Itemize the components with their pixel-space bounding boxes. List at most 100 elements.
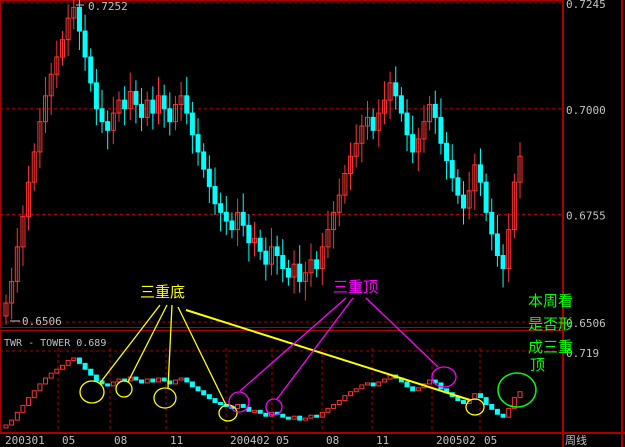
tower-block-up	[353, 388, 359, 393]
candle-up	[291, 263, 297, 278]
y-tick-label: 0.6506	[566, 317, 606, 330]
candle-down	[314, 259, 320, 269]
tower-block-down	[477, 393, 483, 399]
tower-block-up	[65, 359, 71, 366]
candle-down	[240, 211, 246, 226]
axis-ticks: 0.7245 0.7000 0.6755 0.6506 200301 05 08 11 2004…	[5, 0, 606, 447]
candle-down	[184, 95, 190, 114]
candle-up	[302, 272, 308, 282]
x-tick-label: 05	[62, 434, 75, 447]
y-tick-label: 0.6755	[566, 210, 606, 223]
tower-block-up	[302, 417, 308, 421]
tower-block-up	[381, 378, 387, 383]
candle-down	[370, 116, 376, 131]
candle-down	[195, 134, 201, 153]
candle-up	[348, 155, 354, 175]
candle-down	[444, 142, 450, 162]
x-tick-label: 200402	[230, 434, 270, 447]
low-label: 0.6506	[22, 315, 62, 328]
candle-up	[54, 56, 60, 75]
tower-block-down	[150, 378, 156, 383]
tower-block-down	[285, 416, 291, 420]
candle-down	[483, 181, 489, 213]
tower-block-up	[43, 377, 49, 385]
tower-block-up	[144, 378, 150, 384]
tower-block-down	[461, 400, 467, 404]
candle-down	[449, 160, 455, 179]
candle-down	[500, 255, 506, 269]
candle-up	[43, 95, 49, 123]
tower-block-up	[54, 368, 60, 374]
candle-up	[252, 237, 258, 244]
tower-block-down	[206, 394, 212, 400]
tower-block-down	[483, 397, 489, 405]
triple-bottom-annotation	[79, 304, 485, 422]
candle-up	[20, 216, 26, 248]
candle-down	[189, 112, 195, 136]
candles	[3, 0, 523, 325]
tower-block-up	[235, 403, 241, 409]
candle-up	[336, 194, 342, 213]
tower-block-up	[511, 397, 517, 409]
tower-block-down	[297, 415, 303, 421]
tower-block-up	[336, 400, 342, 405]
x-tick-label: 11	[376, 434, 389, 447]
tower-block-up	[110, 381, 116, 387]
candle-up	[308, 259, 314, 274]
indicator-label: TWR - TOWER 0.689	[4, 338, 106, 349]
tower-block-up	[348, 391, 354, 397]
question-line: 顶	[530, 356, 545, 374]
x-tick-label: 08	[114, 434, 127, 447]
triple-bottom-text: 三重底	[140, 283, 185, 301]
x-tick-label: 05	[484, 434, 497, 447]
tower-block-up	[342, 395, 348, 402]
candle-up	[172, 103, 178, 123]
candle-down	[489, 211, 495, 235]
candle-up	[342, 173, 348, 196]
candle-down	[297, 263, 303, 282]
candle-up	[235, 211, 241, 231]
tower-block-down	[195, 386, 201, 392]
candle-down	[432, 103, 438, 118]
candle-up	[156, 95, 162, 114]
candle-down	[88, 56, 94, 84]
candle-down	[212, 185, 218, 205]
candle-up	[517, 155, 523, 183]
candle-down	[410, 134, 416, 153]
candle-down	[122, 99, 128, 110]
candle-down	[93, 82, 99, 110]
candle-down	[201, 151, 207, 170]
tower-block-down	[161, 377, 167, 382]
candle-down	[438, 116, 444, 144]
candle-up	[427, 103, 433, 123]
tower-block-down	[494, 408, 500, 415]
tower-block-up	[20, 404, 26, 413]
candle-up	[144, 99, 150, 118]
tower-block-down	[82, 362, 88, 370]
current-week-circle	[497, 372, 537, 408]
x-tick-label: 11	[170, 434, 183, 447]
triple-top-annotation	[228, 297, 457, 416]
candle-up	[387, 82, 393, 101]
y-tick-label: 0.7000	[566, 104, 606, 117]
candle-up	[26, 181, 32, 218]
tower-block-up	[359, 384, 365, 390]
candle-down	[274, 246, 280, 257]
tower-block-down	[240, 403, 246, 408]
candle-up	[31, 151, 37, 183]
tower-block-down	[246, 406, 252, 412]
tower-block-up	[291, 415, 297, 420]
candle-down	[167, 108, 173, 123]
tower-block-up	[252, 409, 258, 413]
question-line: 是否形	[528, 315, 573, 333]
candle-up	[421, 121, 427, 140]
tower-block-down	[189, 381, 195, 388]
tower-block-up	[59, 364, 65, 370]
tower-block-down	[218, 402, 224, 406]
indicator-tick: 0.719	[566, 347, 599, 360]
candle-up	[48, 73, 54, 97]
candle-up	[14, 246, 20, 282]
candle-down	[285, 267, 291, 278]
